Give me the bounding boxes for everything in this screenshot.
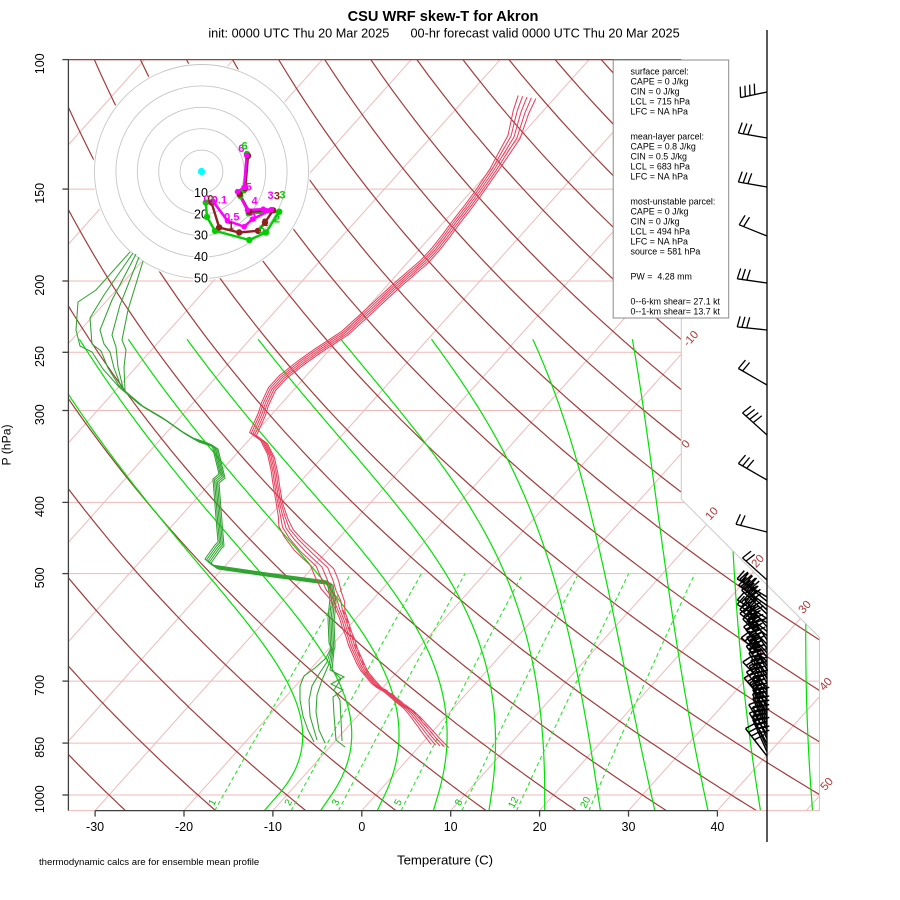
svg-text:850: 850 <box>33 737 47 758</box>
svg-text:0: 0 <box>211 195 217 207</box>
svg-text:6: 6 <box>238 143 244 155</box>
svg-text:0: 0 <box>203 194 209 206</box>
svg-text:0.5: 0.5 <box>224 212 239 224</box>
svg-text:2: 2 <box>283 797 296 807</box>
svg-text:surface parcel:: surface parcel: <box>631 66 689 76</box>
svg-text:4: 4 <box>251 196 258 208</box>
svg-text:30: 30 <box>622 820 636 834</box>
svg-text:CAPE = 0 J/kg: CAPE = 0 J/kg <box>631 206 689 216</box>
svg-text:2: 2 <box>250 212 256 224</box>
svg-text:most-unstable parcel:: most-unstable parcel: <box>631 196 716 206</box>
svg-text:100: 100 <box>33 53 47 74</box>
svg-text:400: 400 <box>33 496 47 517</box>
svg-text:-20: -20 <box>175 820 193 834</box>
svg-text:250: 250 <box>33 346 47 367</box>
svg-text:2: 2 <box>274 214 280 226</box>
svg-text:LCL = 715 hPa: LCL = 715 hPa <box>631 96 691 106</box>
svg-text:5: 5 <box>246 182 252 194</box>
svg-text:3: 3 <box>274 190 280 202</box>
svg-text:2: 2 <box>262 217 268 229</box>
svg-text:300: 300 <box>33 404 47 425</box>
svg-text:500: 500 <box>33 567 47 588</box>
svg-text:5: 5 <box>393 797 406 807</box>
svg-text:10: 10 <box>194 186 208 200</box>
svg-text:0: 0 <box>207 194 213 206</box>
svg-text:LCL = 494 hPa: LCL = 494 hPa <box>631 226 691 236</box>
svg-text:8: 8 <box>453 797 466 807</box>
svg-text:LFC = NA hPa: LFC = NA hPa <box>631 171 689 181</box>
svg-text:40: 40 <box>710 820 724 834</box>
svg-text:3: 3 <box>279 190 285 202</box>
svg-text:10: 10 <box>444 820 458 834</box>
svg-text:1: 1 <box>228 221 234 233</box>
svg-text:-30: -30 <box>86 820 104 834</box>
svg-text:1000: 1000 <box>33 785 47 813</box>
svg-text:150: 150 <box>33 183 47 204</box>
svg-text:LFC = NA hPa: LFC = NA hPa <box>631 236 689 246</box>
svg-text:-10: -10 <box>264 820 282 834</box>
svg-text:3: 3 <box>330 797 343 807</box>
svg-text:CIN = 0 J/kg: CIN = 0 J/kg <box>631 86 680 96</box>
svg-text:20: 20 <box>579 795 594 810</box>
svg-text:CIN = 0.5 J/kg: CIN = 0.5 J/kg <box>631 151 688 161</box>
svg-text:50: 50 <box>194 272 208 286</box>
svg-text:Temperature (C): Temperature (C) <box>397 853 493 868</box>
svg-text:12: 12 <box>506 795 521 810</box>
svg-text:LCL = 683 hPa: LCL = 683 hPa <box>631 161 691 171</box>
svg-text:6: 6 <box>241 141 247 153</box>
svg-text:3: 3 <box>268 190 274 202</box>
svg-text:CAPE = 0.8 J/kg: CAPE = 0.8 J/kg <box>631 141 696 151</box>
svg-text:40: 40 <box>194 250 208 264</box>
svg-text:700: 700 <box>33 675 47 696</box>
svg-text:200: 200 <box>33 275 47 296</box>
svg-text:20: 20 <box>533 820 547 834</box>
svg-text:CAPE = 0 J/kg: CAPE = 0 J/kg <box>631 76 689 86</box>
svg-text:0--1-km shear= 13.7 kt: 0--1-km shear= 13.7 kt <box>631 306 721 316</box>
svg-text:0: 0 <box>358 820 365 834</box>
svg-text:1: 1 <box>207 797 220 807</box>
svg-text:thermodynamic calcs are for en: thermodynamic calcs are for ensemble mea… <box>39 857 259 868</box>
svg-text:P (hPa): P (hPa) <box>0 424 14 465</box>
svg-text:CSU WRF skew-T for Akron: CSU WRF skew-T for Akron <box>348 9 539 25</box>
svg-text:0--6-km shear= 27.1 kt: 0--6-km shear= 27.1 kt <box>631 296 721 306</box>
svg-text:source = 581 hPa: source = 581 hPa <box>631 246 701 256</box>
svg-text:CIN = 0 J/kg: CIN = 0 J/kg <box>631 216 680 226</box>
svg-text:0.1: 0.1 <box>212 195 227 207</box>
svg-text:mean-layer parcel:: mean-layer parcel: <box>631 131 705 141</box>
svg-text:5: 5 <box>259 224 265 236</box>
svg-text:30: 30 <box>194 229 208 243</box>
svg-text:init: 0000 UTC Thu 20 Mar 2025: init: 0000 UTC Thu 20 Mar 2025 00-hr for… <box>208 27 679 41</box>
svg-text:PW = 4.28 mm: PW = 4.28 mm <box>631 271 692 281</box>
svg-text:LFC = NA hPa: LFC = NA hPa <box>631 106 689 116</box>
